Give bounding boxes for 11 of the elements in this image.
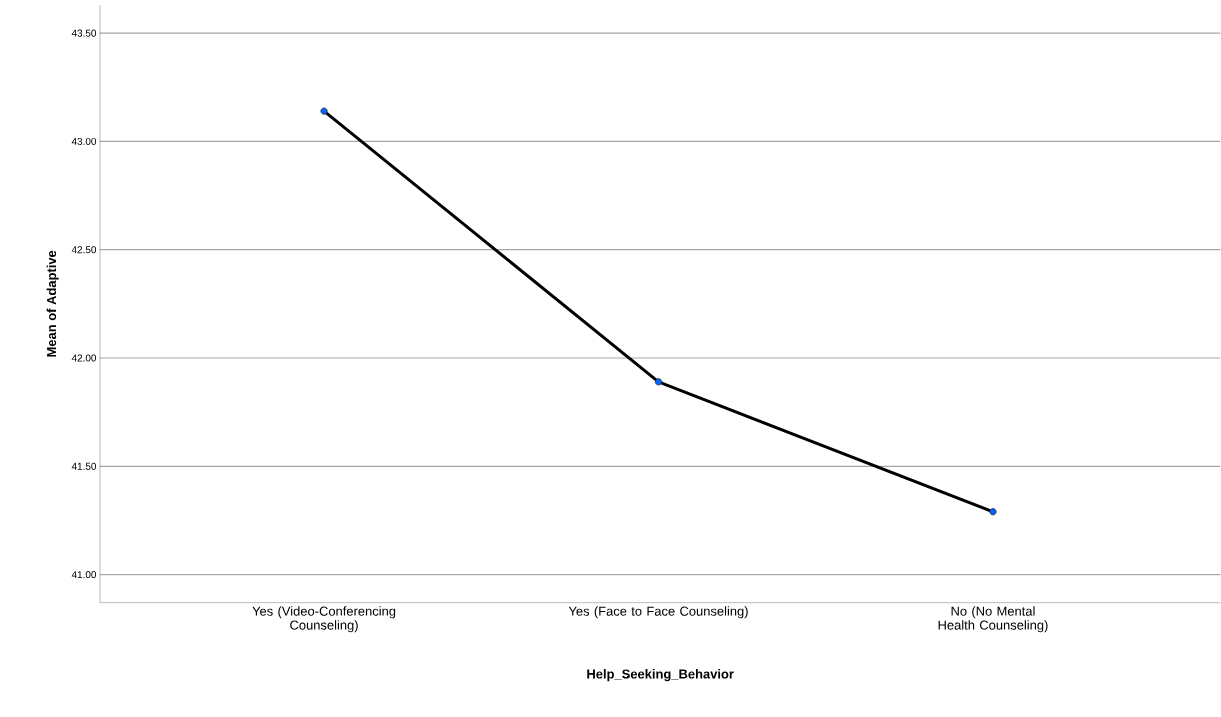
y-tick-label: 43.50 bbox=[71, 29, 97, 37]
y-tick-label: 41.50 bbox=[71, 462, 97, 470]
x-tick-label: No (No Mental Health Counseling) bbox=[938, 606, 1048, 633]
y-tick-label: 43.00 bbox=[71, 138, 97, 146]
x-axis-title: Help_Seeking_Behavior bbox=[587, 669, 734, 682]
y-axis-title: Mean of Adaptive bbox=[46, 250, 59, 357]
y-tick-label: 42.50 bbox=[71, 246, 97, 254]
y-tick-label: 41.00 bbox=[71, 571, 97, 579]
x-tick-label: Yes (Video-Conferencing Counseling) bbox=[252, 606, 396, 633]
x-tick-label: Yes (Face to Face Counseling) bbox=[568, 606, 748, 619]
y-tick-label: 42.00 bbox=[71, 354, 97, 362]
